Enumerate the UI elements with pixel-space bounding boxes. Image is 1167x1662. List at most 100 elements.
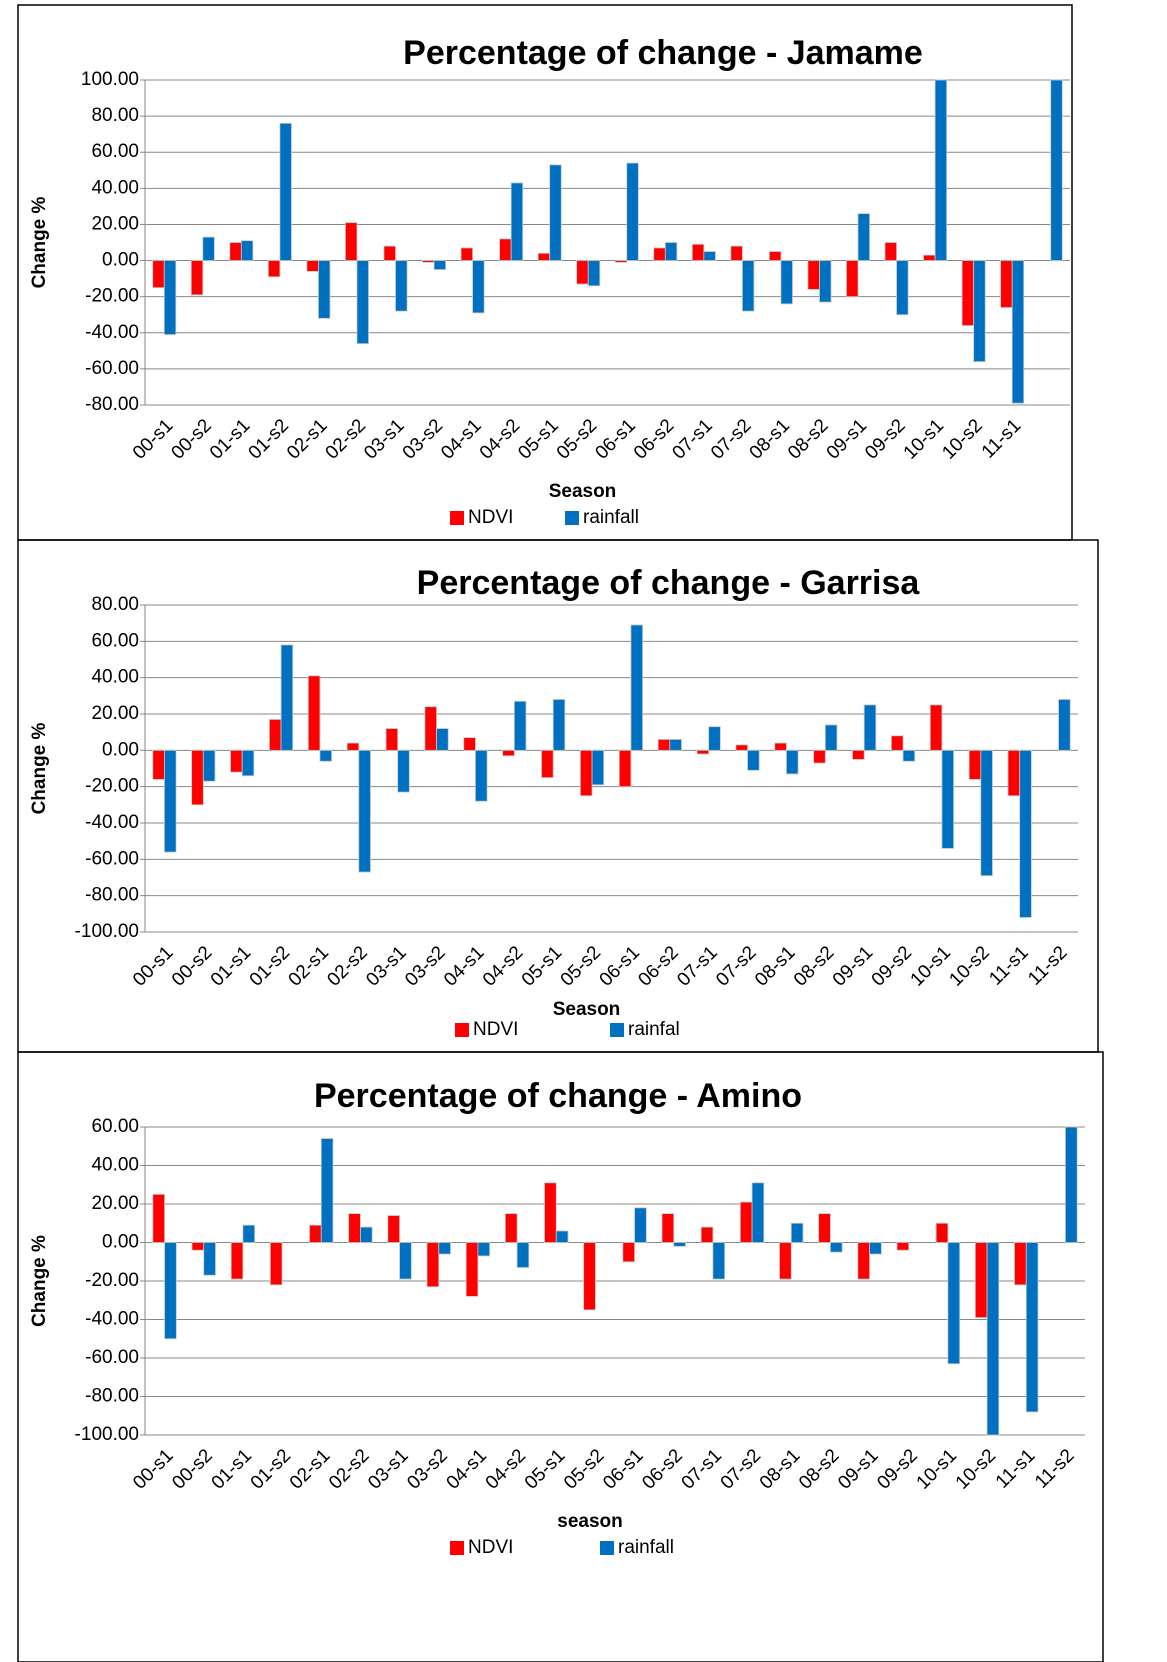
bar <box>387 1215 400 1243</box>
bar <box>240 240 254 261</box>
bar <box>426 1242 440 1288</box>
bar <box>852 749 865 760</box>
bar <box>786 749 799 775</box>
bar <box>614 260 628 263</box>
legend-swatch <box>610 1023 624 1037</box>
bar <box>730 245 743 261</box>
bar <box>385 728 399 751</box>
bar <box>397 749 410 793</box>
x-tick-label: 10-s2 <box>952 1445 1000 1493</box>
y-tick-label: -20.00 <box>85 286 139 307</box>
x-tick-label: 00-s2 <box>168 1445 216 1493</box>
bar <box>230 749 243 773</box>
bar <box>1025 1242 1039 1413</box>
bar <box>700 1226 714 1243</box>
x-tick-label: 05-s1 <box>521 1445 569 1493</box>
bar <box>383 245 396 261</box>
x-tick-label: 02-s1 <box>283 415 331 463</box>
bar <box>846 260 859 298</box>
x-tick-label: 06-s1 <box>596 942 644 990</box>
panel-border <box>17 1051 1104 1662</box>
bar <box>973 260 986 363</box>
bar <box>947 1242 961 1365</box>
bar <box>318 260 331 319</box>
x-tick-label: 02-s1 <box>285 942 333 990</box>
bar <box>696 749 710 755</box>
legend-label: rainfal <box>628 1019 680 1040</box>
bar <box>747 749 760 771</box>
y-tick-label: 60.00 <box>91 1116 139 1137</box>
bar <box>587 260 601 287</box>
bar <box>741 260 755 312</box>
bar <box>422 260 435 263</box>
legend-label: rainfall <box>618 1537 674 1558</box>
y-tick-label: 40.00 <box>91 1155 139 1176</box>
bar <box>819 260 832 303</box>
bar <box>857 213 870 261</box>
x-tick-label: 08-s2 <box>795 1445 843 1493</box>
x-tick-label: 01-s1 <box>207 942 255 990</box>
bar <box>708 726 721 751</box>
bar <box>1000 260 1013 308</box>
x-tick-label: 09-s1 <box>829 942 877 990</box>
bar <box>513 700 527 751</box>
bar <box>203 1242 216 1276</box>
x-tick-label: 04-s2 <box>482 1445 530 1493</box>
x-tick-label: 07-s2 <box>707 415 755 463</box>
x-tick-label: 10-s1 <box>900 415 948 463</box>
bar <box>309 1224 322 1243</box>
y-axis-title: Change % <box>29 722 50 814</box>
y-tick-label: -80.00 <box>85 1386 139 1407</box>
x-tick-label: 09-s1 <box>823 415 871 463</box>
y-tick-label: -80.00 <box>85 394 139 415</box>
bar <box>345 222 358 261</box>
y-tick-label: 20.00 <box>91 703 139 724</box>
bar <box>242 1224 256 1243</box>
y-tick-label: -20.00 <box>85 776 139 797</box>
x-tick-label: 06-s2 <box>630 415 678 463</box>
x-tick-label: 01-s2 <box>245 415 293 463</box>
bar <box>164 1242 177 1340</box>
legend-label: NDVI <box>468 1537 513 1558</box>
bar <box>152 749 165 780</box>
y-tick-label: 20.00 <box>91 1193 139 1214</box>
x-tick-label: 06-s1 <box>591 415 639 463</box>
y-tick-label: -40.00 <box>85 322 139 343</box>
x-tick-label: 10-s2 <box>945 942 993 990</box>
x-tick-label: 02-s1 <box>286 1445 334 1493</box>
bar <box>229 242 242 261</box>
bar <box>580 749 593 797</box>
y-tick-label: -60.00 <box>85 358 139 379</box>
x-axis-title: Season <box>553 999 621 1020</box>
x-tick-label: 02-s2 <box>325 1445 373 1493</box>
bar <box>544 1182 557 1243</box>
bar <box>923 254 936 261</box>
x-tick-label: 04-s1 <box>440 942 488 990</box>
bar <box>269 1242 283 1286</box>
bar <box>502 749 515 757</box>
bar <box>499 238 512 261</box>
x-tick-label: 00-s2 <box>168 942 216 990</box>
bar <box>768 251 782 261</box>
chart-title: Percentage of change - Jamame <box>403 34 923 72</box>
bar <box>703 251 716 261</box>
bar <box>790 1222 804 1243</box>
y-tick-label: -100.00 <box>75 1424 139 1445</box>
bar <box>1065 1126 1078 1243</box>
legend-label: rainfall <box>583 507 639 528</box>
bar <box>691 243 705 261</box>
bar <box>152 260 165 289</box>
bar <box>653 247 666 261</box>
legend-swatch <box>455 1023 469 1037</box>
bar <box>857 1242 870 1280</box>
x-tick-label: 11-s1 <box>978 415 1025 462</box>
legend-swatch <box>450 511 464 525</box>
y-tick-label: -100.00 <box>75 921 139 942</box>
legend-swatch <box>600 1541 614 1555</box>
bar <box>961 260 975 326</box>
x-tick-label: 09-s2 <box>873 1445 921 1493</box>
bar <box>896 260 909 316</box>
y-tick-label: -60.00 <box>85 848 139 869</box>
x-tick-label: 08-s2 <box>790 942 838 990</box>
